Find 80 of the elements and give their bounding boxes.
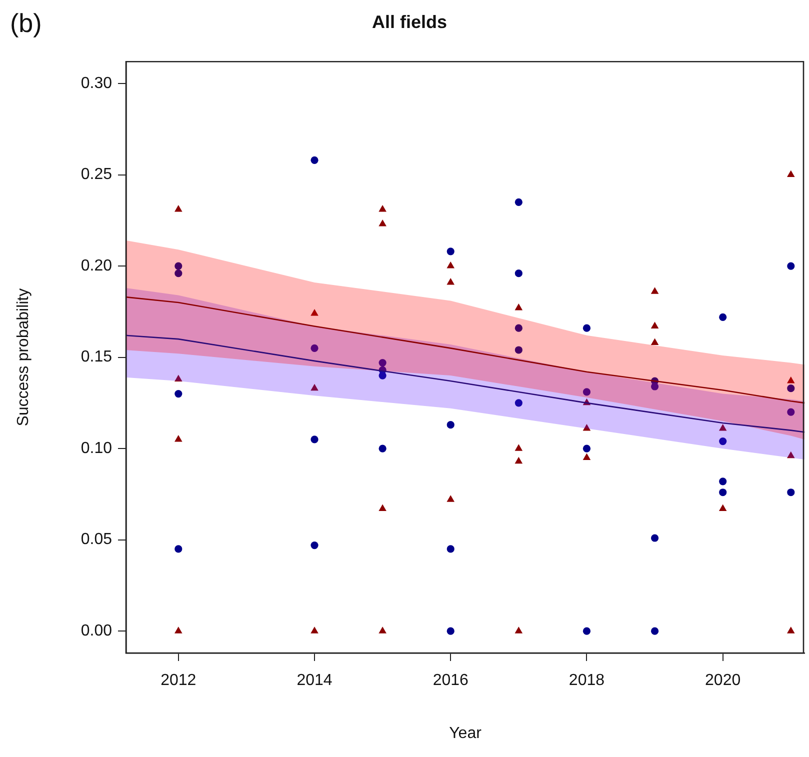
point (650, 322, 659, 329)
point (446, 421, 454, 429)
x-tick-label: 2014 (296, 672, 332, 690)
point (378, 626, 386, 634)
point (174, 270, 182, 278)
chart-title: All fields (372, 12, 448, 32)
point (446, 627, 454, 635)
point (310, 436, 318, 444)
point (174, 434, 182, 442)
y-tick-label: 0.00 (80, 622, 112, 640)
point (514, 198, 522, 206)
x-tick-label: 2020 (705, 672, 741, 690)
point (787, 384, 795, 392)
point (446, 545, 454, 553)
x-tick-label: 2012 (160, 672, 196, 690)
point (174, 626, 182, 634)
point (174, 204, 182, 212)
point (786, 626, 795, 634)
point (582, 453, 591, 460)
point (378, 204, 386, 212)
y-axis-title: Success probability (15, 288, 32, 426)
point (719, 437, 727, 446)
x-tick-label: 2018 (568, 672, 605, 690)
point (514, 270, 522, 278)
point (514, 444, 523, 451)
text: (b) (10, 8, 42, 38)
point (446, 495, 455, 502)
point (174, 545, 182, 553)
point (310, 542, 318, 550)
y-tick-label: 0.25 (80, 166, 112, 184)
point (719, 313, 727, 321)
point (378, 504, 386, 512)
x-axis-title: Year (449, 724, 482, 742)
point (514, 399, 522, 407)
point (582, 388, 591, 396)
y-tick-label: 0.15 (80, 348, 112, 366)
point (650, 534, 659, 542)
point (514, 346, 522, 354)
point (446, 262, 455, 268)
point (310, 156, 318, 164)
point (650, 338, 659, 345)
point (378, 358, 386, 367)
point (719, 478, 727, 486)
point (787, 488, 795, 496)
y-tick-label: 0.05 (80, 531, 112, 548)
point (174, 390, 182, 398)
point (650, 382, 659, 390)
point (310, 626, 318, 634)
point (378, 444, 386, 452)
point (582, 627, 591, 635)
point (514, 324, 522, 332)
y-tick-label: 0.30 (80, 74, 112, 92)
point (514, 626, 523, 634)
point (582, 444, 591, 452)
x-tick-label: 2016 (432, 672, 469, 690)
point (446, 248, 454, 256)
point (786, 170, 795, 178)
point (446, 278, 455, 285)
point (718, 424, 727, 431)
point (582, 324, 591, 332)
point (719, 488, 727, 496)
y-tick-label: 0.20 (80, 257, 112, 274)
point (174, 374, 182, 382)
point (174, 262, 182, 270)
y-tick-label: 0.10 (80, 440, 112, 457)
point (650, 287, 659, 294)
point (718, 504, 727, 512)
point (650, 627, 659, 635)
point (786, 451, 795, 458)
point (787, 408, 795, 416)
point (582, 424, 591, 431)
point (787, 262, 795, 270)
point (378, 220, 386, 226)
point (310, 308, 318, 316)
point (514, 456, 523, 464)
point (786, 376, 795, 384)
point (310, 344, 318, 352)
point (310, 384, 318, 391)
point (378, 372, 386, 380)
point (514, 304, 523, 310)
